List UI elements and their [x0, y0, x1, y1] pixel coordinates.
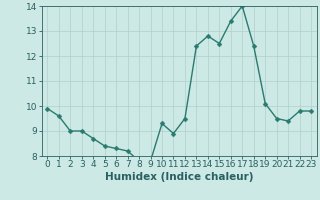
X-axis label: Humidex (Indice chaleur): Humidex (Indice chaleur) [105, 172, 253, 182]
